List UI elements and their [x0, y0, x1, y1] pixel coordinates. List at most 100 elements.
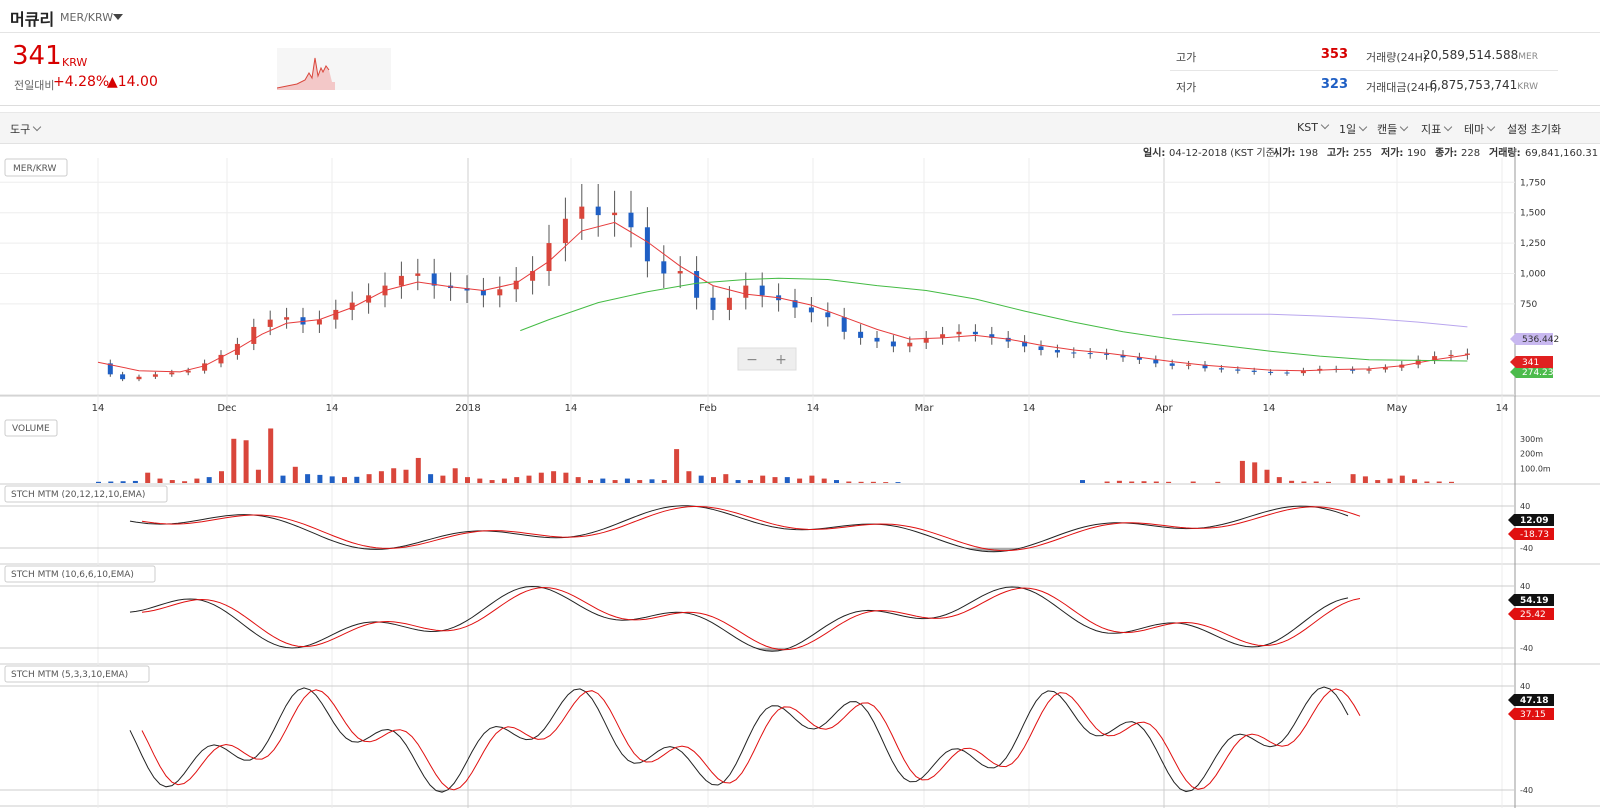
- candle-body: [972, 331, 978, 335]
- volume-bar: [1153, 481, 1159, 483]
- volume-bar: [735, 480, 741, 483]
- stoch-main-tag: 12.09: [1520, 516, 1548, 526]
- x-tick-label: 14: [1023, 403, 1036, 414]
- volume-bar: [883, 482, 889, 483]
- candle-body: [300, 317, 306, 325]
- candle-body: [333, 309, 339, 320]
- volume-bar: [1129, 481, 1135, 483]
- volume-bar: [489, 480, 495, 483]
- candle-body: [743, 285, 749, 298]
- candle-body: [1464, 353, 1470, 355]
- stoch-label: STCH MTM (10,6,6,10,EMA): [11, 570, 134, 580]
- volume-bar: [1326, 481, 1331, 483]
- chart-type-menu[interactable]: 캔들: [1377, 121, 1409, 137]
- price-chart[interactable]: 일시: 04-12-2018 (KST 기준)시가: 198 고가: 255 저가: 190…: [0, 143, 1600, 808]
- candle-body: [1382, 367, 1388, 370]
- indicator-menu[interactable]: 지표: [1421, 121, 1453, 137]
- info-line-text: 228: [1461, 148, 1480, 159]
- high-value: 353: [1320, 47, 1348, 62]
- info-line-text: 거래량:: [1489, 146, 1521, 159]
- stoch-tick-label: 40: [1520, 682, 1530, 691]
- volume-bar: [1301, 481, 1307, 483]
- low-value: 323: [1320, 77, 1348, 92]
- volume-bar: [711, 477, 716, 483]
- info-line-text: 저가:: [1381, 146, 1403, 159]
- volume-bar: [809, 475, 815, 483]
- candle-body: [661, 261, 667, 274]
- coin-name: 머큐리: [10, 10, 55, 29]
- volume-bar: [538, 472, 544, 483]
- volume-bar: [182, 481, 188, 483]
- volume-bar: [1375, 480, 1381, 483]
- info-line-text: 69,841,160.31: [1525, 148, 1598, 159]
- change-label: 전일대비: [14, 79, 55, 92]
- volume-bar: [243, 440, 249, 483]
- candle-body: [858, 331, 864, 338]
- volume-bar: [1166, 481, 1172, 483]
- pair-dropdown-icon[interactable]: [113, 14, 123, 20]
- ma-xlong-line: [1172, 313, 1468, 328]
- candle-body: [530, 271, 536, 281]
- candle-body: [431, 273, 437, 286]
- volume-bar: [784, 477, 790, 483]
- y-tick-label: 1,000: [1520, 269, 1546, 279]
- stoch-fill-lower: [130, 548, 1348, 552]
- y-tick-label: 750: [1520, 300, 1537, 310]
- volume-tick-label: 100.0m: [1520, 464, 1551, 473]
- candle-body: [726, 297, 732, 310]
- ticker-panel: 341 KRW 전일대비 +4.28% ▲14.00 고가 353 저가 323…: [0, 33, 1600, 106]
- price-sparkline: [277, 48, 391, 90]
- candle-body: [1153, 359, 1159, 364]
- timezone-menu[interactable]: KST: [1297, 120, 1330, 134]
- interval-menu[interactable]: 1일: [1339, 121, 1368, 137]
- last-price-tag: 341: [1522, 358, 1539, 368]
- volume-bar: [1252, 462, 1258, 483]
- price-unit: KRW: [62, 56, 88, 69]
- top-header: 머큐리 MER/KRW: [0, 0, 1600, 33]
- theme-menu[interactable]: 테마: [1464, 121, 1496, 137]
- zoom-in-button: +: [775, 352, 787, 368]
- candle-body: [107, 363, 113, 375]
- info-line-text: 고가:: [1327, 146, 1349, 159]
- candle-body: [1284, 372, 1290, 374]
- zoom-control[interactable]: [737, 347, 797, 371]
- info-line-text: 04-12-2018 (KST 기준): [1169, 147, 1279, 159]
- y-tick-label: 1,250: [1520, 239, 1546, 249]
- volume-bar: [206, 477, 212, 483]
- volume-bar: [415, 457, 421, 483]
- candle-body: [874, 337, 880, 342]
- volume-bar: [686, 471, 692, 483]
- volume-bar: [1276, 477, 1282, 483]
- candle-body: [169, 372, 175, 375]
- low-label: 저가: [1176, 81, 1197, 94]
- candle-body: [595, 206, 601, 216]
- volume-bar: [821, 478, 827, 483]
- volume-bar: [452, 468, 458, 483]
- reset-settings-button[interactable]: 설정 초기화: [1507, 123, 1562, 136]
- stoch-main-tag-bg: [1508, 594, 1554, 606]
- ma-short-line: [97, 221, 1468, 373]
- candle-body: [792, 300, 798, 308]
- candle-body: [136, 376, 142, 380]
- candle-body: [234, 343, 240, 355]
- candle-body: [907, 342, 913, 347]
- candle-body: [1169, 363, 1175, 366]
- chart-toolbar: 도구 KST 1일 캔들 지표 테마 설정 초기화: [0, 112, 1600, 144]
- stoch-main-tag-bg: [1508, 694, 1554, 706]
- candle-body: [497, 289, 503, 296]
- volume-bar: [428, 474, 434, 483]
- x-tick-label: May: [1387, 403, 1408, 414]
- candle-body: [415, 273, 421, 276]
- volume-bar: [674, 449, 680, 483]
- info-line-text: 190: [1407, 148, 1426, 159]
- candle-body: [612, 212, 618, 216]
- tools-menu[interactable]: 도구: [10, 121, 42, 137]
- candle-body: [1235, 369, 1241, 371]
- high-label: 고가: [1176, 51, 1197, 64]
- stoch-tick-label: 40: [1520, 502, 1530, 511]
- candle-body: [218, 354, 224, 364]
- volume-bar: [1362, 476, 1368, 483]
- candle-body: [546, 243, 552, 272]
- volume-bar: [255, 469, 261, 483]
- candle-body: [579, 206, 585, 219]
